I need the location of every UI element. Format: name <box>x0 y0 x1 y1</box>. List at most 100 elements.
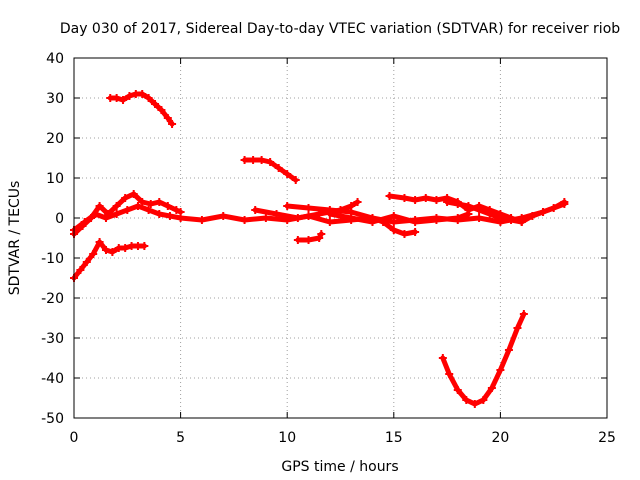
x-tick-label: 0 <box>70 430 79 446</box>
data-series-11 <box>443 198 526 226</box>
data-point <box>133 202 142 210</box>
data-point <box>121 244 130 252</box>
y-tick-label: 20 <box>46 131 64 147</box>
data-point <box>507 216 516 224</box>
data-series-12 <box>438 310 528 408</box>
data-point <box>462 396 471 404</box>
data-point <box>304 204 313 212</box>
data-point <box>112 210 121 218</box>
data-point <box>144 206 153 214</box>
data-point <box>389 212 398 220</box>
y-tick-label: 40 <box>46 51 64 67</box>
data-point <box>261 214 270 222</box>
data-point <box>411 218 420 226</box>
y-tick-label: -50 <box>41 411 64 427</box>
data-series-1 <box>106 90 177 128</box>
data-point <box>91 210 100 218</box>
data-point <box>101 214 110 222</box>
data-point <box>95 238 104 246</box>
x-tick-label: 15 <box>385 430 403 446</box>
data-point <box>304 236 313 244</box>
data-point <box>453 214 462 222</box>
data-point <box>347 214 356 222</box>
data-point <box>389 226 398 234</box>
data-point <box>443 198 452 206</box>
data-point <box>519 310 528 318</box>
data-point <box>411 228 420 236</box>
y-tick-label: 30 <box>46 91 64 107</box>
data-point <box>172 206 181 214</box>
x-tick-label: 5 <box>176 430 185 446</box>
data-point <box>293 236 302 244</box>
data-point <box>157 106 166 114</box>
y-tick-label: -20 <box>41 291 64 307</box>
data-point <box>274 164 283 172</box>
data-point <box>445 370 454 378</box>
y-tick-label: -40 <box>41 371 64 387</box>
data-series-3 <box>70 238 149 282</box>
data-point <box>353 198 362 206</box>
data-point <box>82 258 91 266</box>
data-point <box>293 214 302 222</box>
data-point <box>421 194 430 202</box>
data-point <box>560 198 569 206</box>
data-point <box>197 216 206 224</box>
data-series-2 <box>240 156 300 184</box>
data-point <box>432 196 441 204</box>
data-point <box>249 156 258 164</box>
x-tick-label: 20 <box>491 430 509 446</box>
data-point <box>251 206 260 214</box>
x-axis-label: GPS time / hours <box>281 459 398 475</box>
data-point <box>475 206 484 214</box>
data-point <box>155 210 164 218</box>
data-point <box>453 386 462 394</box>
data-point <box>539 208 548 216</box>
data-point <box>129 190 138 198</box>
data-point <box>464 202 473 210</box>
data-point <box>123 206 132 214</box>
data-point <box>325 210 334 218</box>
series-layer <box>70 90 569 408</box>
data-series-8 <box>293 230 326 244</box>
data-point <box>517 218 526 226</box>
data-point <box>496 214 505 222</box>
data-point <box>165 212 174 220</box>
data-point <box>496 366 505 374</box>
data-point <box>95 202 104 210</box>
data-point <box>138 198 147 206</box>
data-point <box>283 170 292 178</box>
data-point <box>257 156 266 164</box>
data-point <box>453 200 462 208</box>
data-point <box>168 120 177 128</box>
x-tick-label: 10 <box>278 430 296 446</box>
data-point <box>240 156 249 164</box>
data-point <box>266 158 275 166</box>
data-series-9 <box>325 210 473 226</box>
data-point <box>504 346 513 354</box>
data-point <box>144 94 153 102</box>
data-point <box>89 250 98 258</box>
data-point <box>475 214 484 222</box>
data-point <box>513 324 522 332</box>
data-point <box>176 214 185 222</box>
data-point <box>479 396 488 404</box>
series-trace <box>71 239 147 281</box>
data-point <box>151 100 160 108</box>
data-point <box>101 246 110 254</box>
data-point <box>385 192 394 200</box>
data-point <box>163 114 172 122</box>
data-point <box>125 92 134 100</box>
data-point <box>163 202 172 210</box>
data-point <box>140 242 149 250</box>
data-point <box>411 196 420 204</box>
data-point <box>219 212 228 220</box>
data-point <box>400 230 409 238</box>
data-point <box>438 354 447 362</box>
data-point <box>112 94 121 102</box>
y-tick-label: -10 <box>41 251 64 267</box>
y-tick-label: 10 <box>46 171 64 187</box>
data-point <box>325 218 334 226</box>
data-point <box>317 230 326 238</box>
data-point <box>283 202 292 210</box>
data-point <box>549 204 558 212</box>
